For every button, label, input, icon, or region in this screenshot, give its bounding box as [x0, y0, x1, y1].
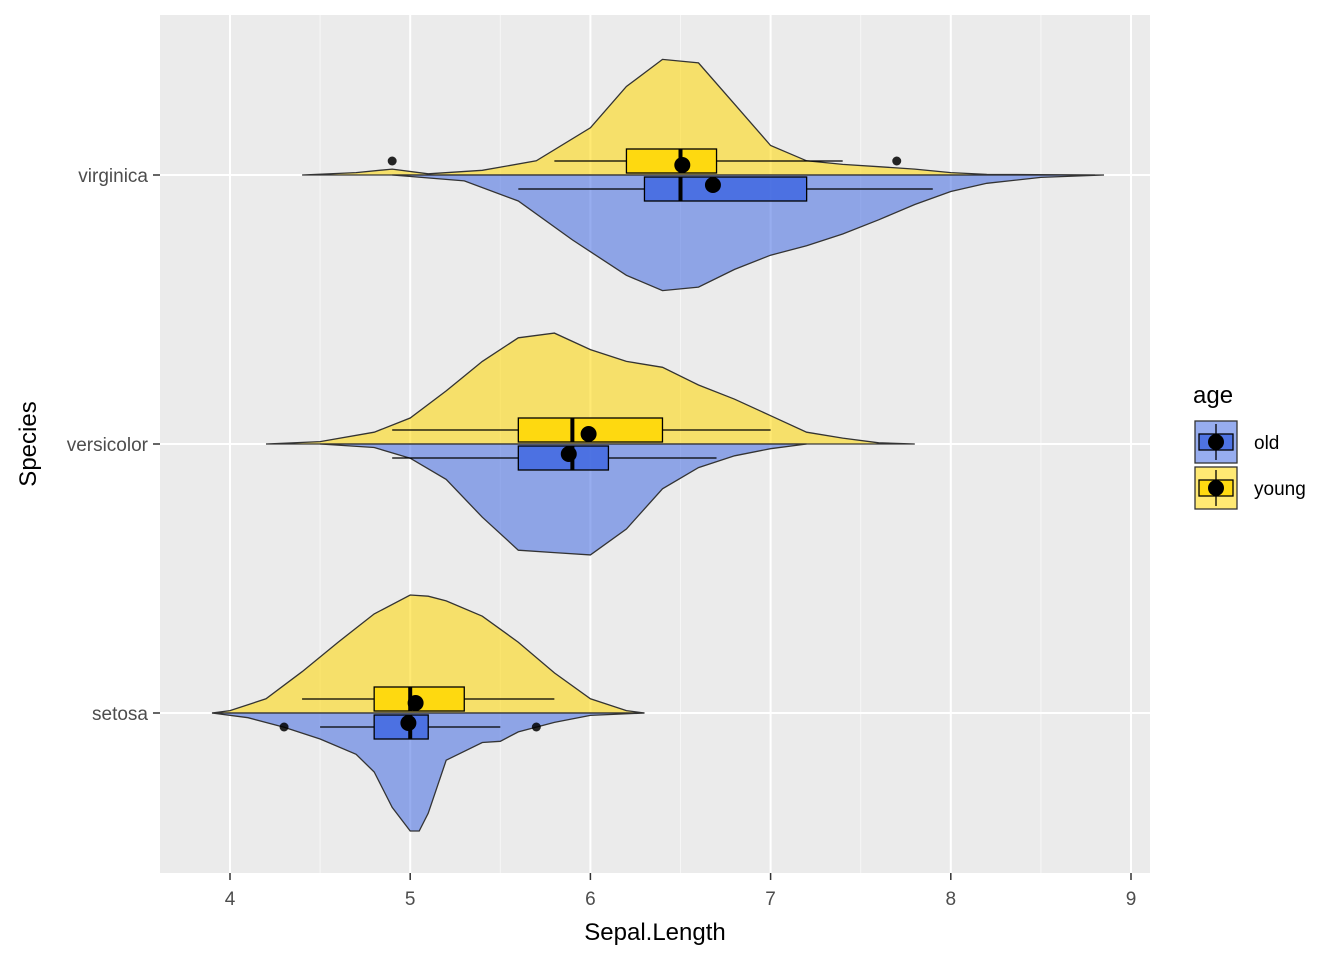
outlier-old-setosa: [279, 722, 289, 732]
box-young-virginica: [625, 148, 718, 174]
y-tick-label-versicolor: versicolor: [67, 435, 149, 456]
violin-old-versicolor: [320, 443, 807, 556]
y-axis-title: Species: [15, 401, 42, 486]
x-tick-label: 9: [1126, 889, 1137, 910]
y-tick-label-virginica: virginica: [78, 166, 148, 187]
violin-young-versicolor: [265, 332, 915, 445]
legend-label-young: young: [1254, 479, 1306, 500]
mean-point-young-versicolor: [580, 426, 597, 442]
legend-key-young: [1194, 466, 1238, 510]
y-tick-label-setosa: setosa: [92, 704, 148, 725]
mean-point-young-setosa: [407, 695, 424, 711]
violin-young-setosa: [211, 594, 645, 714]
series-layer: [211, 58, 1105, 832]
outlier-young-virginica: [387, 156, 397, 166]
x-axis: 4 5 6 7 8 9: [225, 873, 1137, 910]
y-axis: setosa versicolor virginica: [67, 166, 160, 725]
legend: age old young: [1193, 382, 1306, 510]
legend-label-old: old: [1254, 433, 1279, 454]
outlier-old-setosa: [531, 722, 541, 732]
mean-point-old-setosa: [400, 715, 417, 731]
violin-old-virginica: [392, 174, 1105, 292]
x-tick-label: 4: [225, 889, 236, 910]
x-tick-label: 7: [765, 889, 776, 910]
legend-mean-young: [1208, 480, 1224, 496]
legend-title: age: [1193, 382, 1233, 409]
box-old-virginica: [643, 176, 808, 202]
violin-young-virginica: [302, 58, 1096, 176]
legend-key-old: [1194, 420, 1238, 464]
x-axis-title: Sepal.Length: [584, 919, 725, 946]
x-tick-label: 5: [405, 889, 416, 910]
legend-mean-old: [1208, 434, 1224, 450]
outlier-young-virginica: [892, 156, 902, 166]
box-old-setosa: [373, 714, 429, 740]
mean-point-young-virginica: [674, 157, 691, 173]
mean-point-old-virginica: [704, 177, 721, 193]
violin-old-setosa: [211, 712, 645, 832]
mean-point-old-versicolor: [560, 446, 577, 462]
x-tick-label: 8: [946, 889, 957, 910]
x-tick-label: 6: [585, 889, 596, 910]
